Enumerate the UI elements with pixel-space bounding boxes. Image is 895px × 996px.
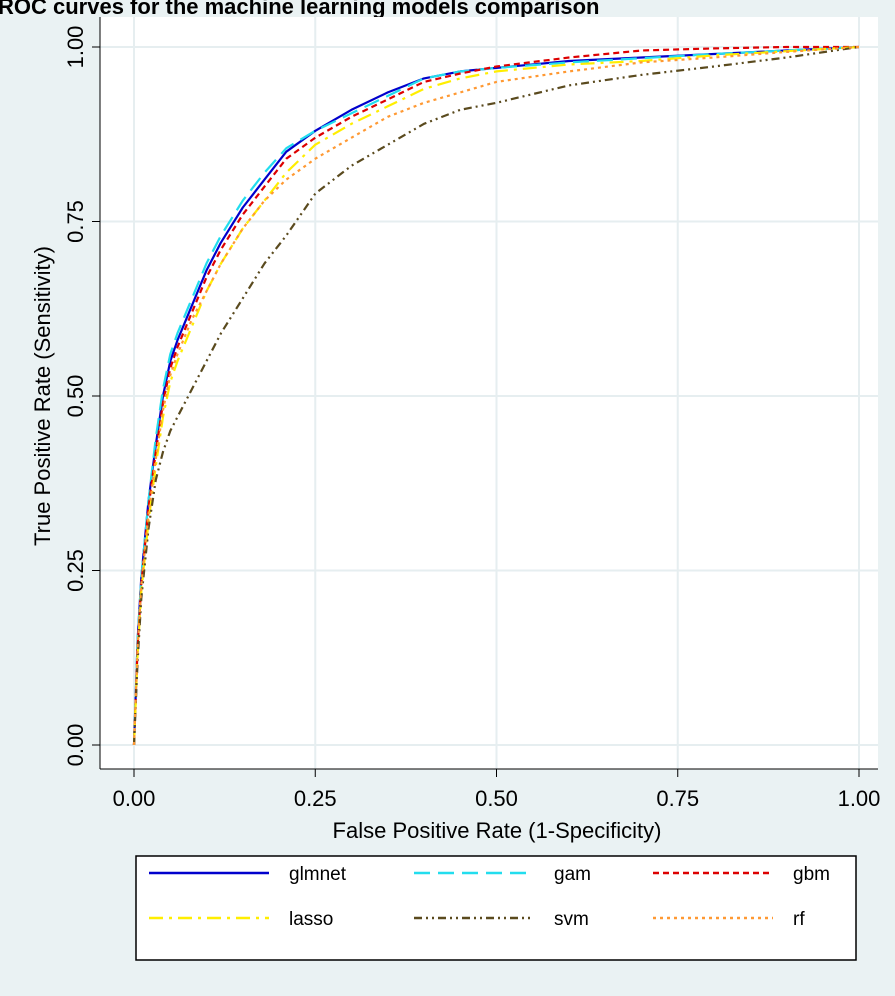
legend-label-glmnet: glmnet	[289, 864, 347, 885]
y-axis-title: True Positive Rate (Sensitivity)	[30, 246, 55, 546]
legend: glmnet gam gbm lasso svm rf	[149, 864, 830, 930]
chart-title: ROC curves for the machine learning mode…	[0, 0, 600, 19]
legend-label-gam: gam	[554, 864, 591, 885]
legend-label-rf: rf	[793, 909, 805, 930]
series-lines	[132, 45, 860, 746]
legend-box	[135, 855, 857, 961]
x-tick-label: 1.00	[838, 786, 881, 811]
x-tick-label: 0.50	[475, 786, 518, 811]
series-line-rf	[132, 45, 860, 746]
y-tick-label: 0.50	[63, 375, 88, 418]
axes: 0.00 0.25 0.50 0.75 1.00 0.00 0.25 0.50 0.75 1.00	[63, 17, 880, 811]
y-tick-label: 0.75	[63, 200, 88, 243]
y-tick-label: 0.00	[63, 724, 88, 767]
y-tick-label: 0.25	[63, 549, 88, 592]
y-tick-label: 1.00	[63, 26, 88, 69]
x-tick-label: 0.75	[656, 786, 699, 811]
plot-area	[100, 17, 878, 769]
legend-label-svm: svm	[554, 909, 589, 930]
x-axis-title: False Positive Rate (1-Specificity)	[333, 818, 662, 843]
x-tick-label: 0.25	[294, 786, 337, 811]
legend-label-lasso: lasso	[289, 909, 333, 930]
legend-label-gbm: gbm	[793, 864, 830, 885]
x-tick-label: 0.00	[113, 786, 156, 811]
series-line-svm	[132, 45, 860, 746]
